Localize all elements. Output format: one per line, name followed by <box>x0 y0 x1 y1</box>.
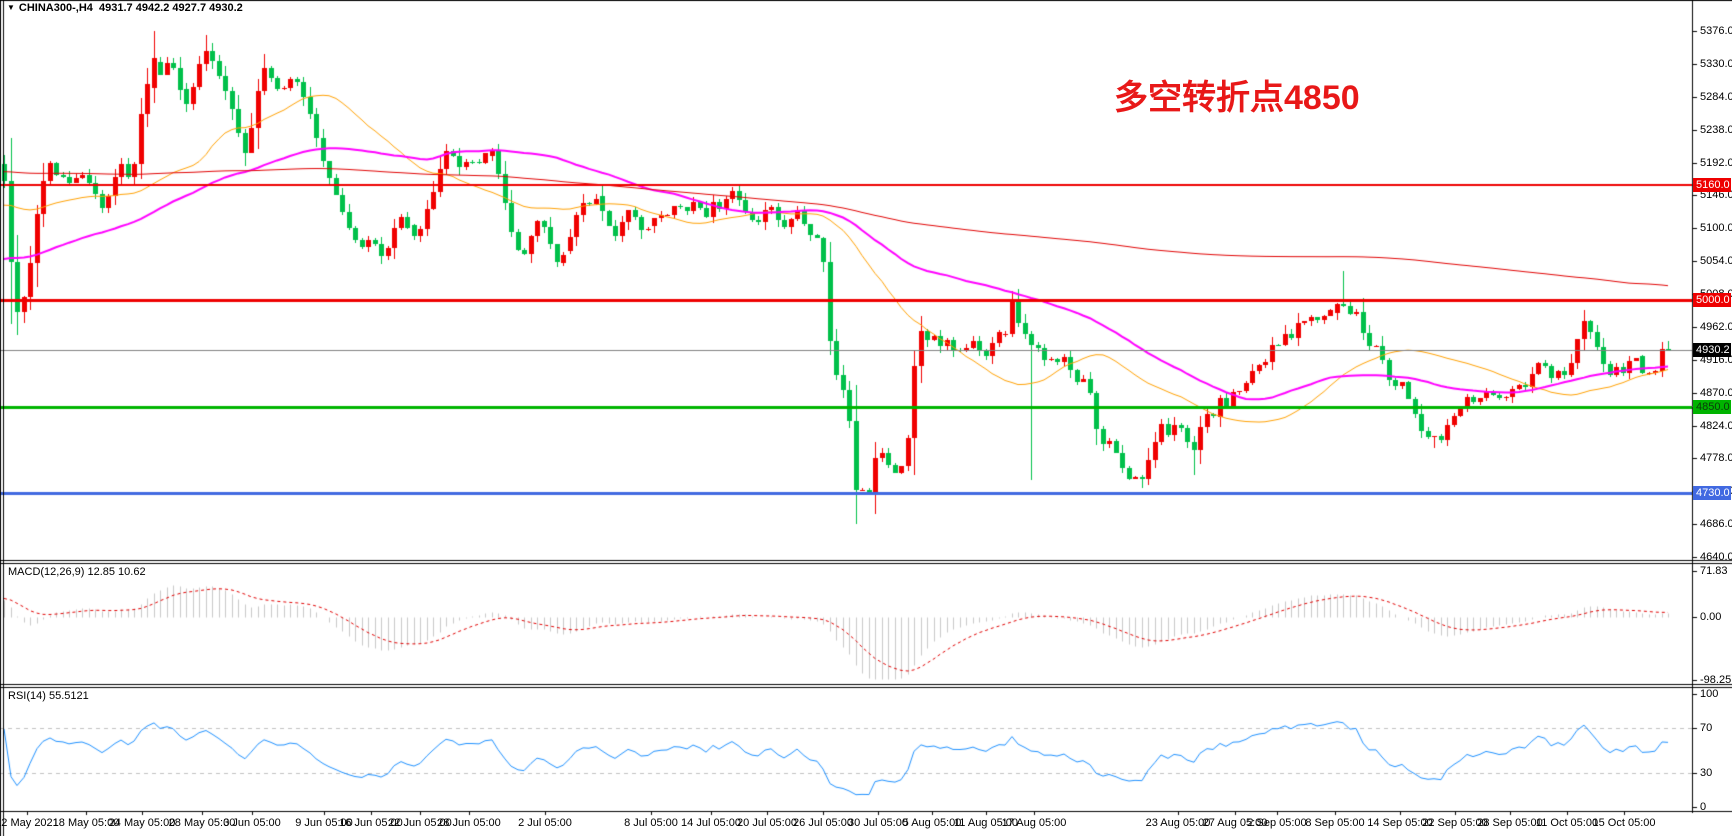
macd-indicator-label: MACD(12,26,9) 12.85 10.62 <box>8 566 146 578</box>
time-tick-label: 3 Jun 05:00 <box>223 817 281 829</box>
level-price-badge: 4730.0 <box>1693 485 1731 500</box>
macd-tick-label: 0.00 <box>1700 611 1722 623</box>
annotation-text: 多空转折点4850 <box>1114 79 1360 117</box>
rsi-tick-label: 70 <box>1700 721 1713 734</box>
time-tick-label: 2 Sep 05:00 <box>1247 817 1307 829</box>
time-tick-label: 8 Sep 05:00 <box>1305 817 1365 829</box>
time-tick-label: 24 May 05:00 <box>108 817 176 829</box>
time-tick-label: 16 Jun 05:00 <box>339 817 403 829</box>
time-tick-label: 2 Jul 05:00 <box>518 817 572 829</box>
price-tick-label: 5284.0 <box>1700 90 1732 103</box>
time-tick-label: 28 Sep 05:00 <box>1477 817 1543 829</box>
rsi-tick-label: 100 <box>1700 688 1719 700</box>
time-tick-label: 9 Jun 05:00 <box>295 817 353 829</box>
time-tick-label: 11 Aug 05:00 <box>953 817 1019 829</box>
level-price-badge: 5160.0 <box>1693 178 1731 193</box>
time-tick-label: 27 Aug 05:00 <box>1202 817 1268 829</box>
price-tick-label: 4824.0 <box>1700 419 1732 432</box>
macd-tick-label: -98.25 <box>1700 673 1732 686</box>
price-tick-label: 5330.0 <box>1700 57 1732 70</box>
time-tick-label: 17 Aug 05:00 <box>1001 817 1067 829</box>
time-tick-label: 22 Jun 05:00 <box>388 817 452 829</box>
level-price-badge: 4850.0 <box>1693 399 1731 414</box>
time-tick-label: 28 Jun 05:00 <box>437 817 501 829</box>
price-tick-label: 5146.0 <box>1700 189 1732 202</box>
price-tick-label: 4778.0 <box>1700 452 1732 465</box>
ohlc-values: 4931.7 4942.2 4927.7 4930.2 <box>99 2 243 14</box>
time-tick-label: 12 May 2021 <box>0 817 59 829</box>
time-tick-label: 14 Sep 05:00 <box>1367 817 1433 829</box>
time-tick-label: 30 Jul 05:00 <box>848 817 908 829</box>
time-tick-label: 18 May 05:00 <box>52 817 120 829</box>
level-price-badge: 5000.0 <box>1693 292 1731 307</box>
time-tick-label: 28 May 05:00 <box>168 817 236 829</box>
rsi-tick-label: 0 <box>1700 801 1707 813</box>
price-tick-label: 5100.0 <box>1700 222 1732 235</box>
time-tick-label: 20 Jul 05:00 <box>737 817 797 829</box>
symbol-period-label: CHINA300-,H4 <box>18 2 93 14</box>
macd-tick-label: 71.83 <box>1700 564 1728 577</box>
rsi-tick-label: 30 <box>1700 767 1713 780</box>
price-tick-label: 4962.0 <box>1700 320 1732 333</box>
time-tick-label: 5 Aug 05:00 <box>902 817 962 829</box>
price-tick-label: 4686.0 <box>1700 518 1732 531</box>
time-tick-label: 8 Jul 05:00 <box>624 817 678 829</box>
time-tick-label: 15 Oct 05:00 <box>1592 817 1656 829</box>
price-tick-label: 5054.0 <box>1700 255 1732 268</box>
time-tick-label: 14 Jul 05:00 <box>681 817 741 829</box>
price-tick-label: 4640.0 <box>1700 551 1732 563</box>
price-tick-label: 4870.0 <box>1700 386 1732 399</box>
price-tick-label: 4916.0 <box>1700 353 1732 366</box>
price-tick-label: 5192.0 <box>1700 156 1732 169</box>
current-price-badge: 4930.2 <box>1693 342 1731 357</box>
collapse-ohlc-icon[interactable]: ▼ <box>7 3 15 12</box>
price-tick-label: 5376.0 <box>1700 25 1732 37</box>
price-tick-label: 5238.0 <box>1700 123 1732 136</box>
time-tick-label: 26 Jul 05:00 <box>793 817 853 829</box>
time-tick-label: 22 Sep 05:00 <box>1422 817 1488 829</box>
time-tick-label: 23 Aug 05:00 <box>1145 817 1211 829</box>
chart-title: ▼ CHINA300-,H4 4931.7 4942.2 4927.7 4930.… <box>7 2 243 14</box>
time-tick-label: 11 Oct 05:00 <box>1535 817 1599 829</box>
rsi-indicator-label: RSI(14) 55.5121 <box>8 690 89 702</box>
